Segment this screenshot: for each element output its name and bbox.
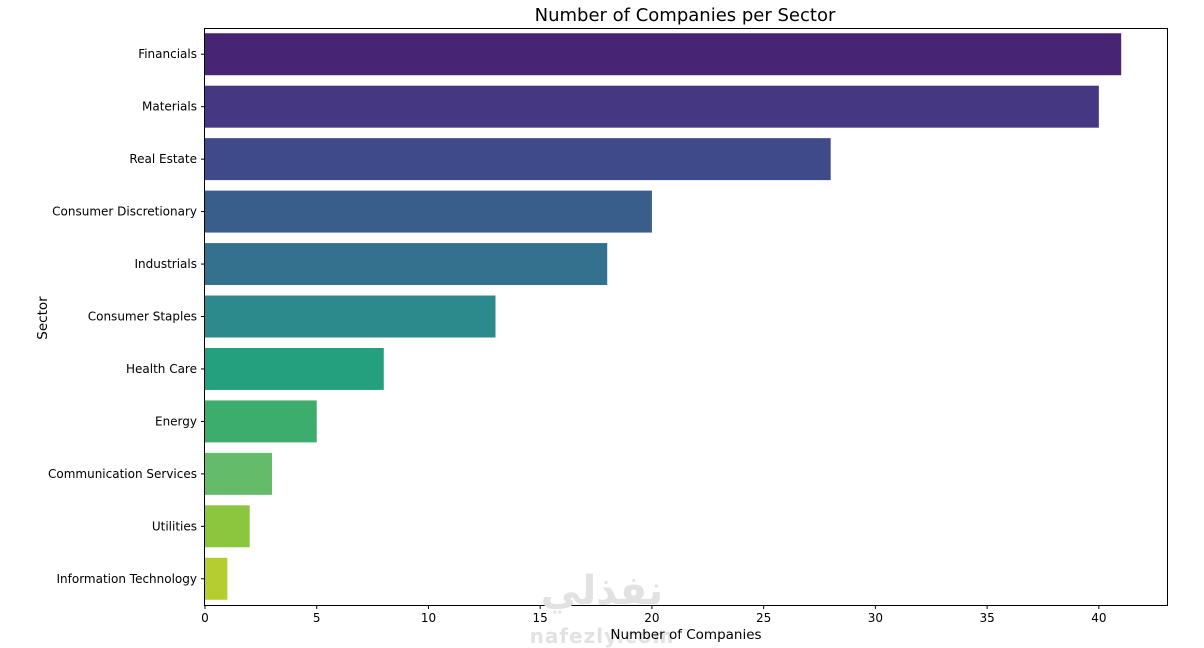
- y-tick-label: Consumer Staples: [88, 310, 197, 324]
- y-tick-label: Consumer Discretionary: [52, 205, 197, 219]
- watermark-latin: nafezly.com: [530, 624, 675, 648]
- y-axis-ticks: Financials Materials Real Estate Consumer D…: [48, 47, 205, 586]
- x-tick-label: 30: [868, 611, 883, 625]
- bar-real-estate: [205, 138, 831, 181]
- y-tick-label: Communication Services: [48, 467, 197, 481]
- y-axis-label: Sector: [35, 296, 51, 340]
- bar-consumer-staples: [205, 295, 496, 338]
- y-tick-label: Materials: [142, 100, 197, 114]
- x-axis-label: Number of Companies: [610, 627, 761, 643]
- bar-industrials: [205, 243, 608, 286]
- x-tick-label: 15: [533, 611, 548, 625]
- watermark: نفذلي nafezly.com: [530, 568, 675, 648]
- x-tick-label: 20: [644, 611, 659, 625]
- y-tick-label: Industrials: [134, 257, 197, 271]
- chart-title: Number of Companies per Sector: [535, 5, 836, 26]
- bar-materials: [205, 85, 1099, 128]
- bar-energy: [205, 400, 317, 443]
- bar-communication-services: [205, 452, 273, 495]
- plot-frame: [204, 28, 1168, 606]
- x-tick-label: 35: [979, 611, 994, 625]
- x-tick-label: 40: [1091, 611, 1106, 625]
- x-tick-label: 5: [313, 611, 321, 625]
- y-tick-label: Information Technology: [57, 572, 198, 586]
- y-tick-label: Financials: [138, 47, 197, 61]
- y-tick-label: Utilities: [152, 519, 197, 533]
- bar-information-technology: [205, 557, 228, 600]
- x-tick-label: 10: [421, 611, 436, 625]
- bar-health-care: [205, 347, 384, 390]
- y-tick-label: Health Care: [126, 362, 197, 376]
- y-tick-label: Real Estate: [129, 152, 197, 166]
- bars-group: [205, 33, 1122, 600]
- x-tick-label: 25: [756, 611, 771, 625]
- bar-financials: [205, 33, 1122, 76]
- watermark-arabic: نفذلي: [541, 568, 663, 614]
- bar-consumer-discretionary: [205, 190, 652, 233]
- y-tick-label: Energy: [155, 414, 197, 428]
- x-tick-label: 0: [201, 611, 209, 625]
- bar-utilities: [205, 505, 250, 548]
